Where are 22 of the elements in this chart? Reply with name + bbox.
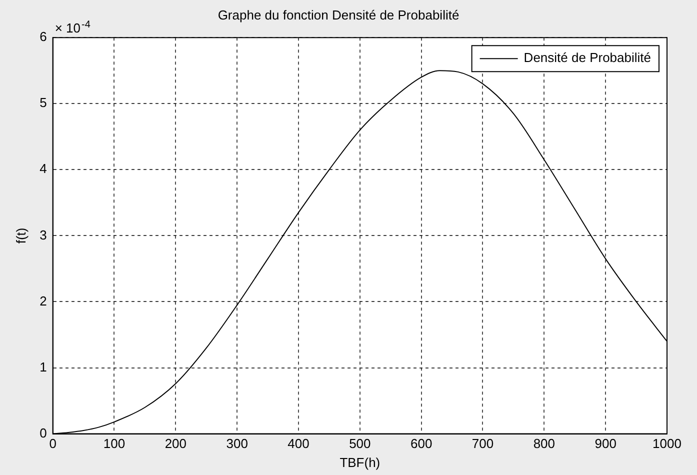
chart-title: Graphe du fonction Densité de Probabilité	[218, 7, 460, 22]
y-tick-label: 0	[40, 425, 47, 440]
x-tick-label: 100	[103, 436, 126, 452]
x-tick-label: 500	[349, 436, 371, 452]
y-tick-label: 6	[40, 29, 47, 44]
y-tick-label: 1	[40, 359, 47, 374]
y-tick-label: 3	[40, 227, 47, 242]
y-tick-label: 5	[40, 95, 47, 110]
x-tick-label: 900	[594, 436, 616, 452]
x-tick-label: 800	[533, 436, 556, 452]
y-tick-label: 2	[40, 293, 47, 308]
x-tick-label: 0	[49, 436, 56, 452]
x-tick-label: 700	[472, 436, 494, 452]
y-axis-title: f(t)	[13, 228, 28, 244]
legend-label: Densité de Probabilité	[524, 50, 652, 66]
x-axis-title: TBF(h)	[340, 454, 380, 470]
x-tick-label: 200	[164, 436, 187, 452]
y-tick-label: 4	[40, 161, 47, 176]
x-tick-label: 300	[226, 436, 248, 452]
x-tick-label: 400	[288, 436, 310, 452]
x-tick-label: 600	[410, 436, 432, 452]
x-tick-label: 1000	[652, 436, 682, 452]
